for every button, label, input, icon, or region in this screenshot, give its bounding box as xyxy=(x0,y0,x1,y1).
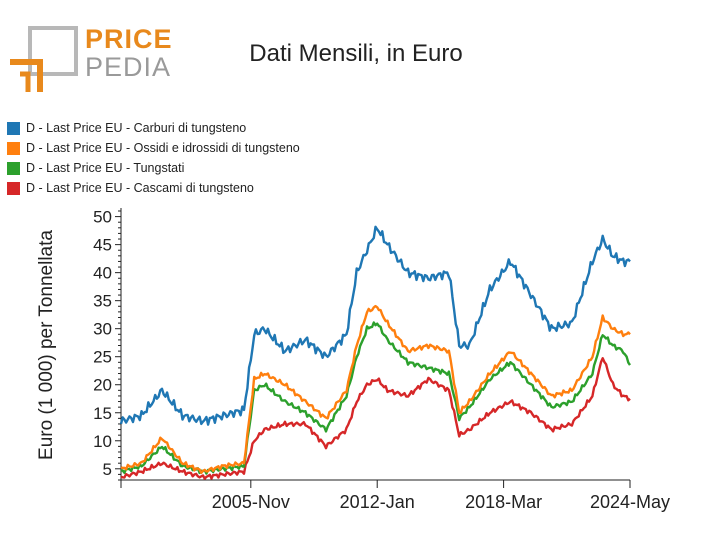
logo-text-top: PRICE xyxy=(85,24,173,54)
legend-swatch-ossidi xyxy=(7,141,20,155)
y-tick-label: 10 xyxy=(93,432,112,451)
series-line-1 xyxy=(120,304,631,475)
x-tick-label: 2024-May xyxy=(590,492,670,512)
x-tick-label: 2012-Jan xyxy=(340,492,415,512)
chart-series-lines xyxy=(119,225,631,480)
series-line-2 xyxy=(121,321,631,475)
chart-axes: 5 10 15 20 25 30 35 40 45 50 2005-Nov 2012-Jan 2018-… xyxy=(93,208,670,512)
x-tick-label: 2018-Mar xyxy=(465,492,542,512)
x-tick-label: 2005-Nov xyxy=(212,492,290,512)
legend-item-carburi[interactable]: D - Last Price EU - Carburi di tungsteno xyxy=(7,118,300,138)
y-tick-label: 5 xyxy=(103,460,112,479)
y-tick-label: 20 xyxy=(93,376,112,395)
legend-swatch-cascami xyxy=(7,181,20,195)
series-line-0 xyxy=(119,225,631,426)
logo-mark xyxy=(10,26,78,92)
legend-label-tungstati: D - Last Price EU - Tungstati xyxy=(26,161,185,175)
pricepedia-logo: PRICE PEDIA xyxy=(8,22,172,92)
legend-swatch-carburi xyxy=(7,121,20,135)
logo-text-bottom: PEDIA xyxy=(85,52,172,82)
y-tick-label: 40 xyxy=(93,264,112,283)
legend-label-cascami: D - Last Price EU - Cascami di tungsteno xyxy=(26,181,254,195)
y-tick-label: 45 xyxy=(93,236,112,255)
y-tick-label: 35 xyxy=(93,292,112,311)
legend-label-ossidi: D - Last Price EU - Ossidi e idrossidi d… xyxy=(26,141,300,155)
y-tick-label: 25 xyxy=(93,348,112,367)
y-tick-label: 50 xyxy=(93,208,112,227)
legend-item-ossidi[interactable]: D - Last Price EU - Ossidi e idrossidi d… xyxy=(7,138,300,158)
legend-item-tungstati[interactable]: D - Last Price EU - Tungstati xyxy=(7,158,300,178)
legend-item-cascami[interactable]: D - Last Price EU - Cascami di tungsteno xyxy=(7,178,300,198)
chart-legend: D - Last Price EU - Carburi di tungsteno… xyxy=(7,118,300,198)
y-tick-label: 30 xyxy=(93,320,112,339)
series-line-3 xyxy=(120,357,631,480)
y-tick-label: 15 xyxy=(93,404,112,423)
chart-title-text: Dati Mensili, in Euro xyxy=(249,40,463,67)
legend-label-carburi: D - Last Price EU - Carburi di tungsteno xyxy=(26,121,247,135)
chart-title: Dati Mensili, in Euro xyxy=(0,40,712,68)
legend-swatch-tungstati xyxy=(7,161,20,175)
y-axis-label: Euro (1 000) per Tonnellata xyxy=(36,230,57,460)
